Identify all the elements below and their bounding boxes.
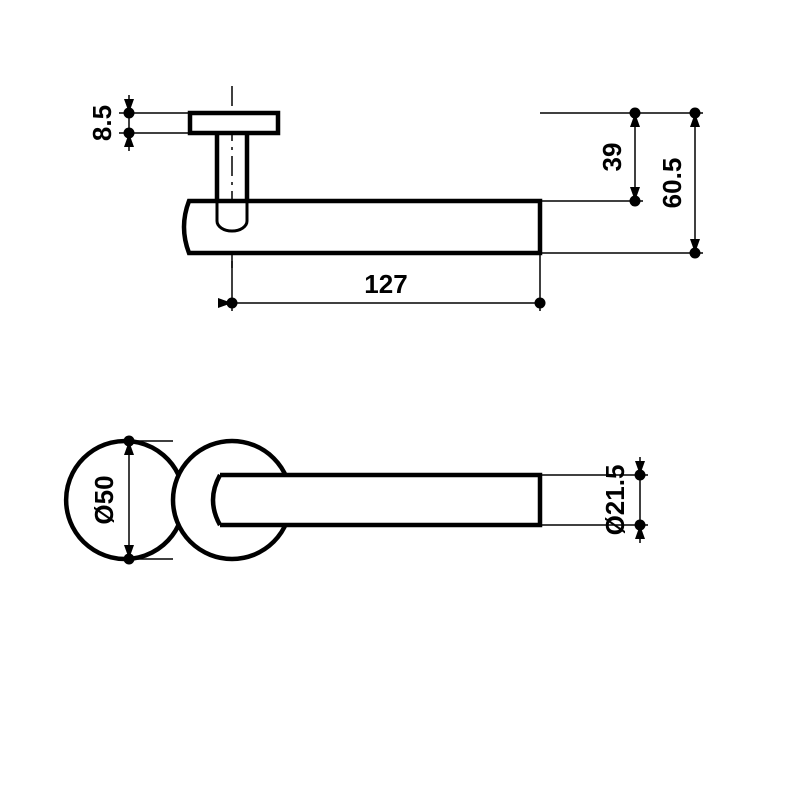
svg-text:Ø50: Ø50 (89, 475, 119, 524)
svg-text:Ø21.5: Ø21.5 (600, 465, 630, 536)
svg-text:8.5: 8.5 (87, 105, 117, 141)
svg-text:127: 127 (364, 269, 407, 299)
technical-drawing: 8.5 127 39 60.5 Ø50 Ø21.5 (0, 0, 800, 800)
svg-text:39: 39 (597, 143, 627, 172)
svg-text:60.5: 60.5 (657, 158, 687, 209)
